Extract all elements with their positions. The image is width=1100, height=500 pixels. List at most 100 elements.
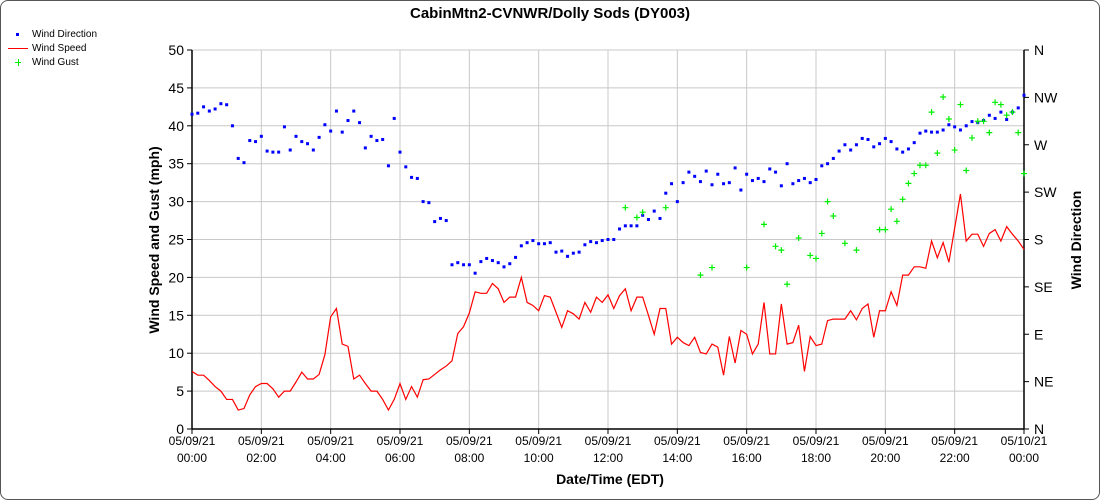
wind-direction-point (722, 182, 726, 186)
wind-direction-point (623, 224, 627, 228)
wind-direction-point (710, 183, 714, 187)
wind-gust-point (997, 101, 1004, 108)
wind-gust-point (784, 281, 791, 288)
wind-gust-point (911, 170, 918, 177)
wind-direction-point (300, 140, 304, 144)
wind-direction-point (652, 209, 656, 213)
wind-direction-point (1005, 117, 1009, 121)
x-tick-time: 00:00 (177, 451, 207, 465)
wind-direction-point (433, 220, 437, 224)
legend-label: Wind Direction (32, 28, 98, 40)
wind-direction-point (479, 260, 483, 264)
wind-direction-point (190, 112, 194, 116)
x-tick-date: 05/09/21 (238, 434, 285, 448)
y-tick-label: 0 (176, 421, 184, 437)
wind-direction-point (745, 172, 749, 176)
wind-direction-point (935, 130, 939, 134)
x-tick-time: 16:00 (732, 451, 762, 465)
y-tick-label: 50 (168, 42, 184, 58)
wind-direction-point (750, 179, 754, 183)
wind-direction-point (1022, 93, 1026, 97)
wind-gust-point (830, 213, 837, 220)
wind-direction-point (415, 176, 419, 180)
wind-direction-point (727, 181, 731, 185)
wind-direction-point (999, 110, 1003, 114)
wind-direction-point (802, 176, 806, 180)
x-tick-time: 18:00 (801, 451, 831, 465)
wind-direction-point (762, 180, 766, 184)
wind-gust-point (633, 214, 640, 221)
wind-gust-point (795, 234, 802, 241)
wind-gust-point (662, 204, 669, 211)
wind-direction-point (704, 169, 708, 173)
wind-direction-point (583, 243, 587, 247)
wind-direction-point (629, 224, 633, 228)
wind-direction-point (577, 250, 581, 254)
x-tick-time: 22:00 (940, 451, 970, 465)
wind-direction-point (589, 240, 593, 244)
wind-gust-point (974, 118, 981, 125)
wind-direction-point (958, 128, 962, 132)
wind-gust-point (951, 147, 958, 154)
legend-label: Wind Gust (32, 56, 79, 68)
wind-gust-point (940, 93, 947, 100)
wind-direction-point (363, 146, 367, 150)
x-tick-date: 05/09/21 (307, 434, 354, 448)
wind-gust-point (1003, 112, 1010, 119)
wind-direction-point (514, 255, 518, 259)
wind-direction-point (901, 150, 905, 154)
wind-gust-point (980, 118, 987, 125)
wind-direction-point (791, 182, 795, 186)
wind-direction-point (826, 162, 830, 166)
wind-direction-point (924, 129, 928, 133)
wind-direction-point (878, 142, 882, 146)
wind-gust-point (622, 204, 629, 211)
x-tick-date: 05/10/21 (1001, 434, 1048, 448)
wind-direction-point (519, 244, 523, 248)
wind-direction-point (248, 139, 252, 143)
wind-direction-point (670, 182, 674, 186)
wind-direction-point (843, 143, 847, 147)
wind-direction-point (438, 216, 442, 220)
wind-direction-point (889, 140, 893, 144)
wind-direction-point (323, 123, 327, 127)
wind-gust-point (899, 196, 906, 203)
wind-direction-point (571, 251, 575, 255)
x-tick-time: 14:00 (662, 451, 692, 465)
legend-label: Wind Speed (32, 42, 87, 54)
wind-gust-point (917, 162, 923, 169)
wind-direction-point (883, 136, 887, 140)
wind-gust-point (888, 206, 895, 213)
x-tick-time: 02:00 (246, 451, 276, 465)
wind-direction-point (346, 119, 350, 123)
wind-direction-point (542, 242, 546, 246)
wind-direction-point (658, 216, 662, 220)
wind-direction-point (288, 148, 292, 152)
wind-gust-point (893, 218, 900, 225)
blue-dot-icon (8, 29, 28, 39)
wind-gust-point (818, 230, 825, 237)
wind-gust-point (841, 240, 848, 247)
wind-direction-point (606, 238, 610, 241)
y-tick-label: 45 (168, 80, 184, 96)
x-tick-date: 05/09/21 (446, 434, 493, 448)
red-line-icon (8, 43, 28, 53)
wind-gust-point (876, 226, 883, 233)
wind-direction-point (918, 131, 922, 135)
y2-axis-title: Wind Direction (1068, 191, 1084, 290)
wind-gust-point (963, 167, 970, 174)
x-tick-time: 20:00 (870, 451, 900, 465)
legend: Wind Direction Wind Speed Wind Gust (8, 27, 97, 69)
wind-direction-point (866, 137, 870, 141)
wind-direction-point (774, 170, 778, 174)
y2-tick-label: SW (1034, 184, 1057, 200)
x-tick-time: 08:00 (454, 451, 484, 465)
y2-tick-label: NE (1034, 374, 1053, 390)
wind-gust-point (1009, 109, 1016, 116)
y-tick-label: 25 (168, 232, 184, 248)
wind-gust-point (813, 255, 819, 262)
wind-gust-point (986, 129, 993, 136)
y2-tick-label: N (1034, 42, 1044, 58)
wind-gust-point (743, 264, 750, 271)
wind-direction-point (693, 174, 697, 178)
